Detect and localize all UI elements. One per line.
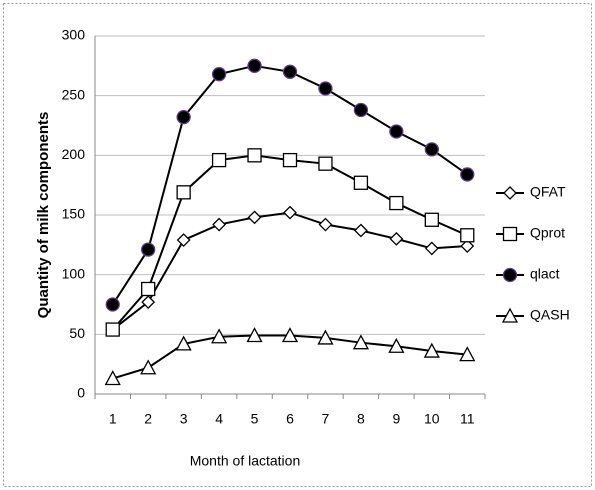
frame xyxy=(3,3,592,487)
marker xyxy=(353,102,369,118)
marker xyxy=(282,64,298,79)
marker xyxy=(353,175,369,190)
marker xyxy=(460,167,475,182)
marker xyxy=(211,328,228,344)
y-tick-label: 250 xyxy=(62,86,86,102)
x-axis-title: Month of lactation xyxy=(190,453,301,469)
marker xyxy=(424,142,439,157)
x-tick-label: 8 xyxy=(357,411,365,427)
x-tick-label: 7 xyxy=(322,411,330,427)
legend-marker xyxy=(502,226,518,242)
marker xyxy=(283,205,297,220)
marker xyxy=(140,359,157,375)
marker xyxy=(424,241,439,256)
marker xyxy=(247,210,262,225)
y-axis-title: Quantity of milk components xyxy=(35,112,52,319)
marker xyxy=(423,342,440,358)
legend-label: qlact xyxy=(530,266,560,282)
marker xyxy=(317,329,334,345)
marker xyxy=(459,346,476,362)
marker xyxy=(281,327,299,343)
marker xyxy=(141,281,156,297)
legend-marker xyxy=(503,186,517,200)
x-tick-label: 10 xyxy=(424,411,440,427)
marker xyxy=(176,109,191,125)
y-tick-label: 300 xyxy=(62,27,86,43)
marker xyxy=(388,337,405,353)
legend-marker xyxy=(502,267,518,283)
x-tick-label: 3 xyxy=(180,411,188,427)
x-tick-label: 5 xyxy=(251,411,259,427)
legend-label: QFAT xyxy=(530,184,566,200)
marker xyxy=(141,242,156,257)
marker xyxy=(389,231,404,246)
legend-marker xyxy=(501,307,519,323)
marker xyxy=(282,152,298,168)
marker xyxy=(211,67,227,82)
y-tick-label: 150 xyxy=(62,206,86,222)
marker xyxy=(389,124,404,139)
marker xyxy=(424,212,439,227)
x-tick-label: 6 xyxy=(286,411,294,427)
marker xyxy=(318,217,333,232)
marker xyxy=(352,334,369,350)
marker xyxy=(211,152,227,168)
x-tick-label: 4 xyxy=(215,411,223,427)
marker xyxy=(246,327,263,343)
series-line xyxy=(112,211,468,331)
x-tick-label: 1 xyxy=(109,411,117,427)
marker xyxy=(212,217,227,232)
series-line xyxy=(111,64,468,306)
marker xyxy=(247,148,262,163)
legend-label: QASH xyxy=(530,307,570,323)
marker xyxy=(353,223,368,238)
y-tick-label: 200 xyxy=(62,146,86,162)
marker xyxy=(105,297,120,312)
marker xyxy=(389,195,404,211)
x-tick-label: 2 xyxy=(144,411,152,427)
marker xyxy=(175,335,192,351)
legend-label: Qprot xyxy=(530,225,565,241)
marker xyxy=(176,233,191,247)
y-tick-label: 100 xyxy=(62,265,86,281)
marker xyxy=(318,81,333,96)
x-tick-label: 9 xyxy=(392,411,400,427)
marker xyxy=(104,370,121,386)
x-tick-label: 11 xyxy=(460,411,475,427)
marker xyxy=(460,239,475,253)
marker xyxy=(318,156,333,171)
y-tick-label: 0 xyxy=(77,385,85,401)
marker xyxy=(176,185,191,200)
marker xyxy=(460,228,475,243)
marker xyxy=(141,295,156,310)
marker xyxy=(105,322,120,337)
marker xyxy=(247,58,262,73)
y-tick-label: 50 xyxy=(69,325,85,341)
